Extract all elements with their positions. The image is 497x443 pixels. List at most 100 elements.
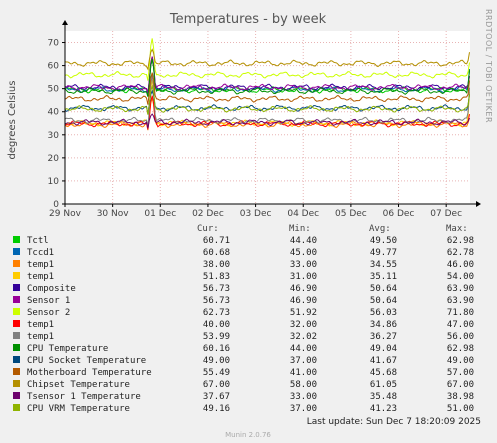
legend-label: Tccd1 [27, 248, 54, 258]
y-tick-label: 0 [53, 200, 59, 210]
legend-max: 62.98 [447, 344, 474, 354]
legend-min: 37.00 [290, 356, 317, 366]
series-lines [64, 38, 470, 131]
legend-cur: 67.00 [203, 380, 230, 390]
legend-swatch [13, 356, 20, 363]
legend-cur: 53.99 [203, 332, 230, 342]
series-line-9 [64, 74, 470, 127]
legend-header-max: Max: [446, 224, 468, 234]
legend-row: Composite 56.73 46.90 50.64 63.90 [13, 284, 474, 294]
legend-swatch [13, 344, 20, 351]
series-line-13 [64, 48, 470, 71]
axes [62, 20, 481, 207]
legend-max: 49.00 [447, 356, 474, 366]
legend-min: 41.00 [290, 368, 317, 378]
legend-max: 62.78 [447, 248, 474, 258]
legend-row: CPU Socket Temperature 49.00 37.00 41.67 49.… [13, 356, 474, 366]
x-tick-label: 02 Dec [192, 209, 224, 219]
x-tick-labels: 29 Nov 30 Nov 01 Dec 02 Dec 03 Dec 04 Dec 05 D… [49, 204, 462, 219]
legend-min: 45.00 [290, 248, 317, 258]
legend-avg: 41.67 [370, 356, 397, 366]
legend-cur: 55.49 [203, 368, 230, 378]
y-tick-label: 20 [48, 154, 60, 164]
legend-avg: 50.64 [370, 296, 397, 306]
legend-cur: 56.73 [203, 296, 230, 306]
legend-avg: 34.55 [370, 260, 397, 270]
series-line-7 [64, 38, 470, 81]
legend-max: 51.00 [447, 404, 474, 414]
legend-cur: 37.67 [203, 392, 230, 402]
x-tick-label: 01 Dec [144, 209, 176, 219]
legend-min: 51.92 [290, 308, 317, 318]
x-tick-label: 06 Dec [383, 209, 415, 219]
legend-cur: 40.00 [203, 320, 230, 330]
y-tick-label: 10 [48, 177, 60, 187]
y-tick-label: 60 [48, 62, 60, 72]
legend: Tctl 60.71 44.40 49.50 62.98 Tccd1 60.68 45.00 4… [13, 236, 474, 414]
legend-cur: 38.00 [203, 260, 230, 270]
legend-max: 62.98 [447, 236, 474, 246]
legend-avg: 35.48 [370, 392, 397, 402]
series-line-14 [64, 113, 470, 129]
legend-min: 44.00 [290, 344, 317, 354]
legend-label: Sensor 1 [27, 296, 70, 306]
y-tick-label: 50 [48, 85, 60, 95]
legend-min: 58.00 [290, 380, 317, 390]
legend-label: CPU VRM Temperature [27, 404, 130, 414]
y-axis-label: degrees Celsius [7, 81, 18, 160]
legend-label: Tctl [27, 236, 49, 246]
legend-row: temp1 38.00 33.00 34.55 46.00 [13, 260, 474, 270]
munin-version: Munin 2.0.76 [225, 431, 271, 439]
last-update: Last update: Sun Dec 7 18:20:09 2025 [307, 417, 481, 427]
legend-cur: 49.00 [203, 356, 230, 366]
series-line-12 [64, 72, 470, 105]
y-tick-labels: 0 10 20 30 40 50 60 70 [48, 39, 65, 210]
legend-max: 56.00 [447, 332, 474, 342]
series-line-5 [64, 56, 470, 94]
series-line-11 [64, 89, 470, 114]
legend-min: 32.00 [290, 320, 317, 330]
legend-avg: 61.05 [370, 380, 397, 390]
legend-max: 38.98 [447, 392, 474, 402]
legend-swatch [13, 248, 20, 255]
legend-max: 63.90 [447, 296, 474, 306]
legend-row: Tsensor 1 Temperature 37.67 33.00 35.48 38.9… [13, 392, 474, 402]
legend-label: Sensor 2 [27, 308, 70, 318]
legend-label: Motherboard Temperature [27, 368, 152, 378]
legend-label: Chipset Temperature [27, 380, 130, 390]
legend-label: Tsensor 1 Temperature [27, 392, 141, 402]
x-tick-label: 03 Dec [240, 209, 272, 219]
graph-title: Temperatures - by week [169, 12, 327, 27]
legend-min: 37.00 [290, 404, 317, 414]
legend-avg: 35.11 [370, 272, 397, 282]
legend-swatch [13, 368, 20, 375]
legend-swatch [13, 404, 20, 411]
legend-min: 33.00 [290, 260, 317, 270]
legend-swatch [13, 284, 20, 291]
legend-cur: 49.16 [203, 404, 230, 414]
series-line-8 [64, 95, 470, 130]
legend-label: temp1 [27, 272, 54, 282]
legend-avg: 41.23 [370, 404, 397, 414]
legend-max: 63.90 [447, 284, 474, 294]
legend-label: CPU Temperature [27, 344, 108, 354]
legend-max: 71.80 [447, 308, 474, 318]
legend-swatch [13, 392, 20, 399]
legend-label: temp1 [27, 332, 54, 342]
legend-swatch [13, 320, 20, 327]
legend-label: temp1 [27, 320, 54, 330]
x-tick-label: 04 Dec [287, 209, 319, 219]
legend-row: Chipset Temperature 67.00 58.00 61.05 67.00 [13, 380, 474, 390]
legend-row: Tccd1 60.68 45.00 49.77 62.78 [13, 248, 474, 258]
legend-cur: 56.73 [203, 284, 230, 294]
legend-min: 31.00 [290, 272, 317, 282]
legend-cur: 51.83 [203, 272, 230, 282]
legend-avg: 36.27 [370, 332, 397, 342]
legend-max: 57.00 [447, 368, 474, 378]
legend-cur: 60.68 [203, 248, 230, 258]
x-axis-arrow [476, 201, 481, 207]
legend-row: temp1 40.00 32.00 34.86 47.00 [13, 320, 474, 330]
legend-cur: 60.16 [203, 344, 230, 354]
legend-row: CPU Temperature 60.16 44.00 49.04 62.98 [13, 344, 474, 354]
legend-cur: 62.73 [203, 308, 230, 318]
